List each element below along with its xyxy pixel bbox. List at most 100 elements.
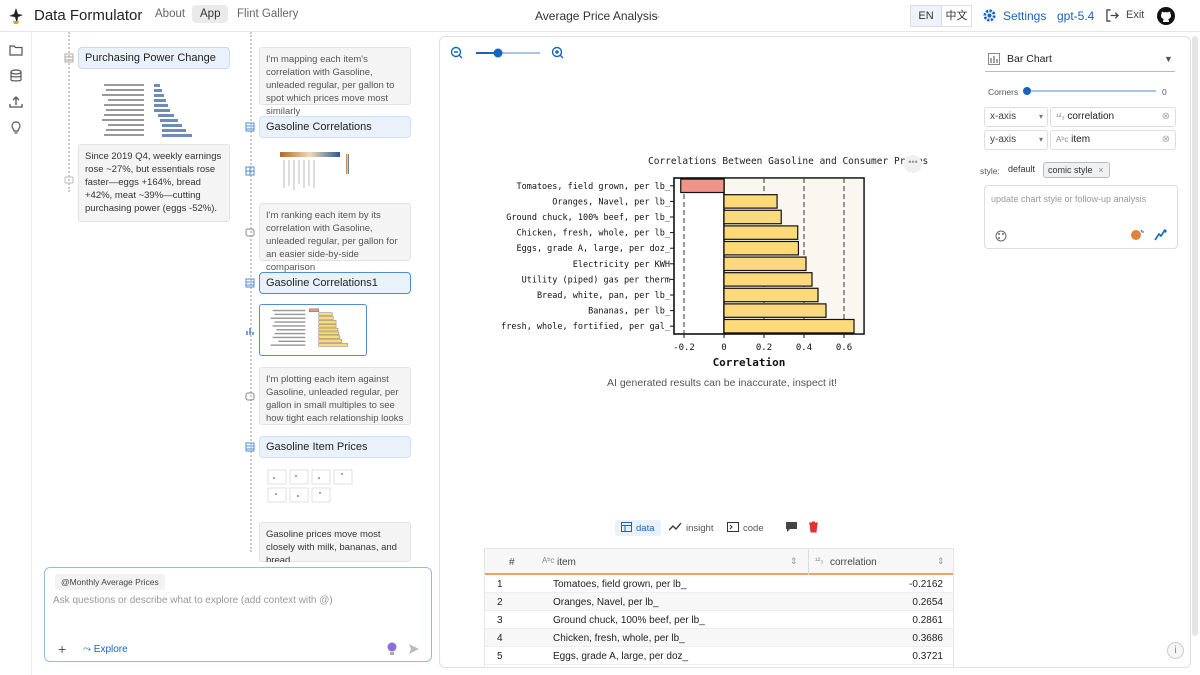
col-header-item[interactable]: item: [557, 557, 576, 568]
delete-icon[interactable]: [808, 521, 819, 533]
tab-insight[interactable]: insight: [668, 522, 714, 534]
context-chip[interactable]: @Monthly Average Prices: [55, 574, 165, 590]
y-tick-label: Utility (piped) gas per therm: [522, 275, 670, 285]
nav-flint-gallery[interactable]: Flint Gallery: [237, 8, 299, 20]
lang-zh-button[interactable]: 中文: [941, 5, 972, 27]
thumbnail-correlations-bar[interactable]: [259, 304, 367, 356]
table-icon: [245, 278, 255, 288]
github-icon[interactable]: [1157, 7, 1175, 25]
text-type-icon: Aᵇc: [1056, 135, 1069, 144]
comment-icon[interactable]: [785, 521, 798, 533]
add-icon[interactable]: +: [58, 641, 67, 657]
cell-correlation: -0.2162: [909, 579, 943, 590]
folder-icon[interactable]: [9, 43, 23, 57]
table-row[interactable]: 5 Eggs, grade A, large, per doz_ 0.3721: [485, 647, 953, 665]
bar-chart-icon: [988, 53, 1000, 65]
col-header-index[interactable]: #: [509, 557, 515, 568]
bar: [723, 272, 813, 287]
thumbnail-heatmap[interactable]: [264, 148, 364, 200]
style-comic-chip[interactable]: comic style ×: [1043, 162, 1110, 178]
lang-en-button[interactable]: EN: [910, 5, 942, 27]
vertical-scrollbar[interactable]: [1192, 36, 1198, 636]
upload-icon[interactable]: [9, 95, 23, 109]
y-field-text: item: [1071, 134, 1091, 145]
left-sidebar: [0, 32, 32, 675]
card-gasoline-correlations1[interactable]: Gasoline Correlations1: [259, 272, 411, 294]
explore-button[interactable]: ⤳ Explore: [83, 644, 128, 655]
chevron-down-icon[interactable]: ▼: [1164, 54, 1173, 64]
card-gasoline-item-prices[interactable]: Gasoline Item Prices: [259, 436, 411, 458]
note-purchasing: Since 2019 Q4, weekly earnings rose ~27%…: [78, 144, 230, 222]
lightbulb-icon[interactable]: [9, 121, 23, 135]
y-axis-field[interactable]: Aᵇc item ⊗: [1050, 130, 1176, 150]
corners-slider[interactable]: [1026, 90, 1156, 92]
model-button[interactable]: gpt-5.4: [1057, 9, 1095, 23]
agent-icon: [245, 228, 255, 237]
settings-button[interactable]: Settings: [1003, 9, 1047, 23]
style-comic-label: comic style: [1048, 165, 1093, 175]
tab-data[interactable]: data: [615, 520, 661, 536]
app-title: Data Formulator: [34, 7, 143, 24]
zoom-controls[interactable]: [450, 45, 568, 61]
more-options-icon[interactable]: •••: [904, 155, 922, 173]
clear-icon[interactable]: ⊗: [1161, 111, 1170, 122]
card-gasoline-correlations[interactable]: Gasoline Correlations: [259, 116, 411, 138]
nav-app[interactable]: App: [192, 5, 229, 23]
chart-type-select[interactable]: Bar Chart: [1007, 53, 1052, 65]
table-row[interactable]: 1 Tomatoes, field grown, per lb_ -0.2162: [485, 575, 953, 593]
cell-correlation: 0.2654: [912, 597, 943, 608]
agent-run-icon[interactable]: [1153, 228, 1167, 242]
x-field-text: correlation: [1067, 111, 1115, 122]
x-tick-label: 0.6: [836, 343, 852, 353]
bulb-icon[interactable]: [1130, 228, 1144, 242]
send-icon[interactable]: [408, 643, 420, 655]
x-tick-label: -0.2: [673, 343, 695, 353]
chart-title: Correlations Between Gasoline and Consum…: [648, 156, 929, 167]
note-mapping: I'm mapping each item's correlation with…: [259, 47, 411, 117]
chat-placeholder[interactable]: Ask questions or describe what to explor…: [53, 595, 333, 606]
database-icon[interactable]: [9, 69, 23, 83]
table-row[interactable]: 4 Chicken, fresh, whole, per lb_ 0.3686: [485, 629, 953, 647]
followup-input[interactable]: update chart style or follow-up analysis: [984, 185, 1178, 249]
exit-button[interactable]: Exit: [1126, 9, 1145, 21]
tab-data-label: data: [636, 523, 655, 534]
bar: [723, 318, 855, 334]
x-axis-label-text: x-axis: [990, 111, 1017, 122]
style-default-button[interactable]: default: [1008, 164, 1036, 174]
x-axis-field[interactable]: ¹²₃ correlation ⊗: [1050, 107, 1176, 127]
sort-icon[interactable]: ⇕: [790, 556, 798, 566]
gear-icon[interactable]: [982, 8, 997, 23]
select-underline: [985, 71, 1175, 72]
x-axis-label: x-axis ▾: [984, 107, 1048, 127]
followup-placeholder: update chart style or follow-up analysis: [991, 194, 1147, 204]
corners-slider-thumb[interactable]: [1023, 87, 1031, 95]
cell-item: Eggs, grade A, large, per doz_: [553, 651, 689, 662]
top-bar: Data Formulator About App Flint Gallery …: [0, 0, 1200, 32]
y-axis-label-text: y-axis: [990, 134, 1017, 145]
app-logo-icon: [9, 8, 23, 24]
sort-icon[interactable]: ⇕: [937, 556, 945, 566]
table-row[interactable]: 2 Oranges, Navel, per lb_ 0.2654: [485, 593, 953, 611]
nav-about[interactable]: About: [155, 8, 186, 20]
code-icon: [727, 522, 739, 532]
corners-value: 0: [1162, 87, 1167, 97]
thumbnail-small-multiples[interactable]: [264, 466, 364, 506]
tab-code[interactable]: code: [727, 522, 764, 534]
clear-icon[interactable]: ⊗: [1161, 134, 1170, 145]
col-header-correlation[interactable]: correlation: [830, 557, 877, 568]
info-icon[interactable]: i: [1167, 642, 1184, 659]
table-icon: [64, 53, 74, 63]
close-icon[interactable]: ×: [1098, 165, 1104, 175]
tab-insight-label: insight: [686, 523, 714, 534]
exit-icon[interactable]: [1106, 9, 1119, 22]
cell-item: Tomatoes, field grown, per lb_: [553, 579, 687, 590]
palette-icon[interactable]: [995, 230, 1007, 242]
ai-disclaimer: AI generated results can be inaccurate, …: [607, 377, 837, 389]
session-title[interactable]: Average Price Analysis: [535, 9, 658, 23]
chat-input-box[interactable]: @Monthly Average Prices Ask questions or…: [44, 567, 432, 662]
bulb-icon[interactable]: [386, 642, 398, 656]
chevron-down-icon[interactable]: ⌄: [654, 10, 662, 20]
x-tick-label: 0.2: [756, 343, 772, 353]
table-row[interactable]: 3 Ground chuck, 100% beef, per lb_ 0.2861: [485, 611, 953, 629]
card-purchasing-power[interactable]: Purchasing Power Change: [78, 47, 230, 69]
